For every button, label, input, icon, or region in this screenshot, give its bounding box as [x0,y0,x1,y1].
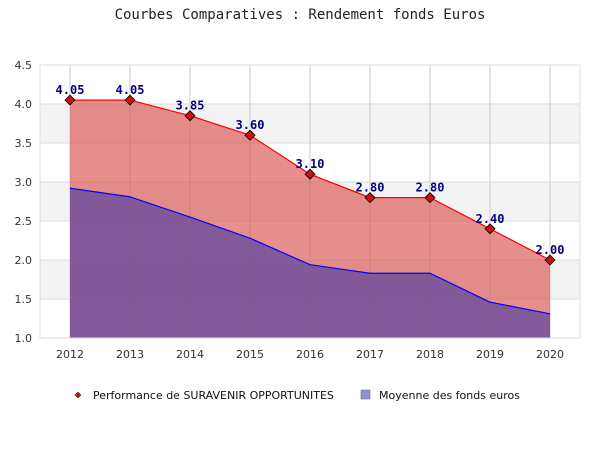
chart-title: Courbes Comparatives : Rendement fonds E… [115,7,486,23]
data-point [124,94,136,106]
x-tick-label: 2018 [416,348,444,361]
data-point [244,129,256,141]
x-tick-label: 2012 [56,348,84,361]
data-point [64,94,76,106]
x-tick-label: 2020 [536,348,564,361]
x-tick-label: 2019 [476,348,504,361]
y-tick-label: 3.0 [15,176,33,189]
legend-label-average: Moyenne des fonds euros [379,389,520,402]
y-tick-label: 4.5 [15,59,33,72]
data-label: 4.05 [116,83,145,97]
legend-marker-performance [74,391,82,399]
x-tick-label: 2017 [356,348,384,361]
data-point [364,192,376,204]
data-point [424,192,436,204]
y-tick-label: 1.0 [15,332,33,345]
data-label: 2.80 [356,181,385,195]
line-1 [69,187,551,315]
x-tick-label: 2014 [176,348,204,361]
data-label: 2.40 [476,212,505,226]
x-tick-label: 2015 [236,348,264,361]
y-tick-label: 2.0 [15,254,33,267]
plot-frame [39,64,581,339]
data-label: 2.00 [536,243,565,257]
data-label: 3.60 [236,118,265,132]
legend-label-performance: Performance de SURAVENIR OPPORTUNITES [93,389,334,402]
y-tick-label: 4.0 [15,98,33,111]
data-point [184,110,196,122]
data-label: 3.85 [176,99,205,113]
legend: Performance de SURAVENIR OPPORTUNITES Mo… [74,389,520,402]
x-tick-label: 2013 [116,348,144,361]
data-label: 4.05 [56,83,85,97]
y-tick-label: 1.5 [15,293,33,306]
data-point [304,168,316,180]
data-label: 2.80 [416,181,445,195]
y-tick-label: 2.5 [15,215,33,228]
data-label: 3.10 [296,157,325,171]
x-tick-label: 2016 [296,348,324,361]
data-point [544,254,556,266]
area-1 [70,188,550,338]
data-point [484,223,496,235]
legend-marker-average [360,389,371,400]
y-tick-label: 3.5 [15,137,33,150]
